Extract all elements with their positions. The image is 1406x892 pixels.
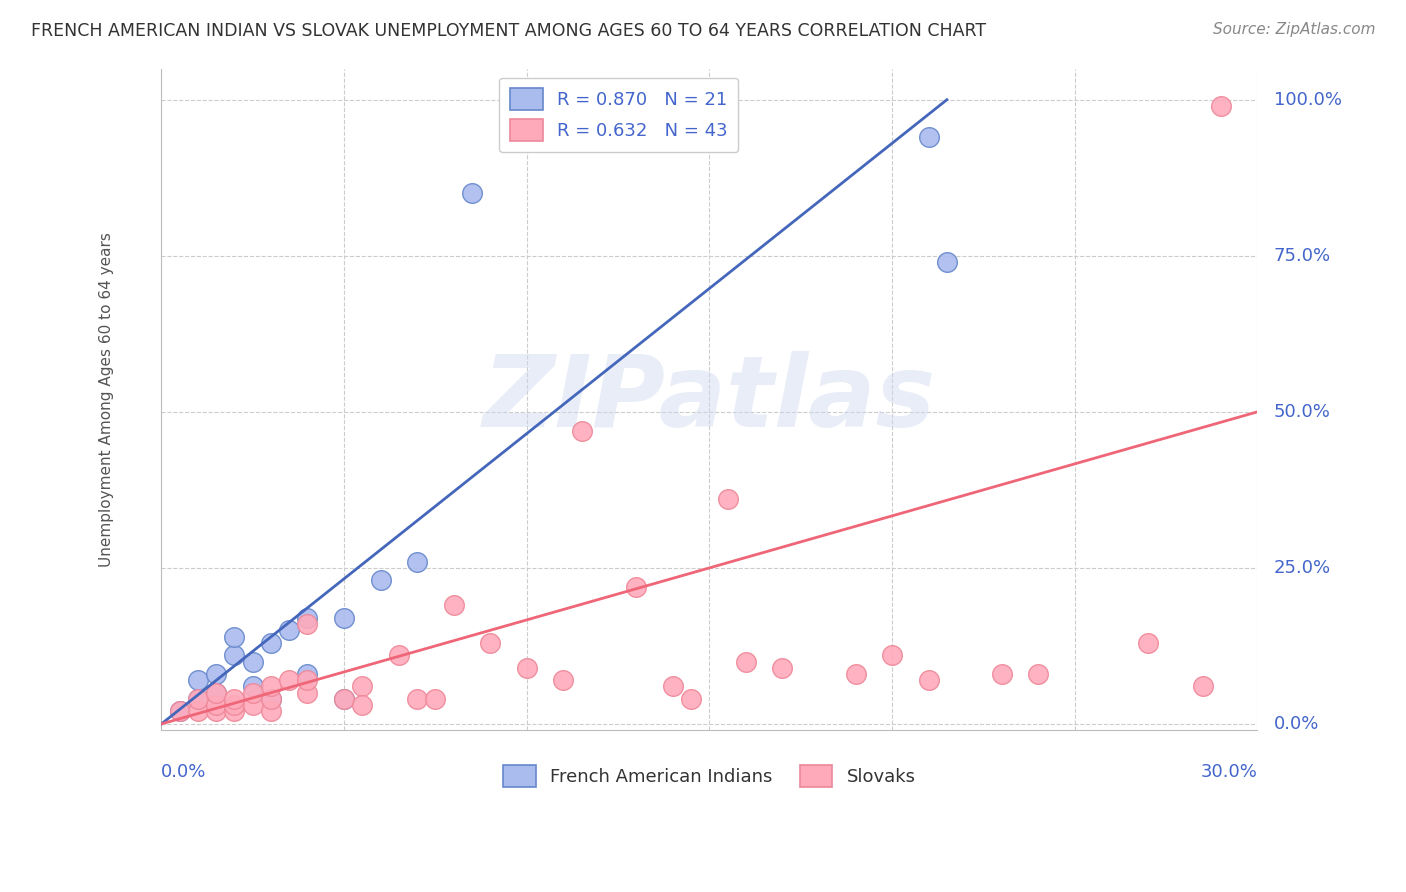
Text: 25.0%: 25.0% <box>1274 559 1331 577</box>
Point <box>479 636 502 650</box>
Point <box>187 692 209 706</box>
Point <box>205 667 228 681</box>
Point <box>224 648 246 663</box>
Point <box>425 692 447 706</box>
Point <box>990 667 1012 681</box>
Point <box>260 692 283 706</box>
Point <box>352 698 374 713</box>
Point <box>297 673 319 688</box>
Text: 100.0%: 100.0% <box>1274 91 1341 109</box>
Point <box>260 680 283 694</box>
Point <box>242 698 264 713</box>
Point <box>224 705 246 719</box>
Point <box>297 617 319 632</box>
Point <box>187 692 209 706</box>
Text: 0.0%: 0.0% <box>162 764 207 781</box>
Point <box>626 580 648 594</box>
Text: 75.0%: 75.0% <box>1274 247 1331 265</box>
Point <box>260 692 283 706</box>
Point <box>333 692 356 706</box>
Point <box>260 636 283 650</box>
Point <box>333 611 356 625</box>
Point <box>205 686 228 700</box>
Point <box>1209 99 1232 113</box>
Point <box>242 686 264 700</box>
Text: ZIPatlas: ZIPatlas <box>482 351 936 448</box>
Point <box>224 630 246 644</box>
Point <box>370 574 392 588</box>
Point <box>553 673 575 688</box>
Point <box>297 686 319 700</box>
Point <box>205 698 228 713</box>
Point <box>406 555 429 569</box>
Point <box>242 655 264 669</box>
Text: 50.0%: 50.0% <box>1274 403 1330 421</box>
Text: Source: ZipAtlas.com: Source: ZipAtlas.com <box>1212 22 1375 37</box>
Point <box>169 705 191 719</box>
Point <box>297 611 319 625</box>
Text: FRENCH AMERICAN INDIAN VS SLOVAK UNEMPLOYMENT AMONG AGES 60 TO 64 YEARS CORRELAT: FRENCH AMERICAN INDIAN VS SLOVAK UNEMPLO… <box>31 22 986 40</box>
Point <box>844 667 866 681</box>
Text: 0.0%: 0.0% <box>1274 715 1319 733</box>
Point <box>461 186 484 201</box>
Text: 30.0%: 30.0% <box>1201 764 1257 781</box>
Point <box>662 680 685 694</box>
Point <box>205 705 228 719</box>
Point <box>224 692 246 706</box>
Point <box>571 424 593 438</box>
Point <box>224 698 246 713</box>
Point <box>443 599 465 613</box>
Point <box>333 692 356 706</box>
Point <box>278 673 301 688</box>
Text: Unemployment Among Ages 60 to 64 years: Unemployment Among Ages 60 to 64 years <box>98 232 114 566</box>
Point <box>1136 636 1159 650</box>
Point <box>187 705 209 719</box>
Point <box>917 130 939 145</box>
Point <box>187 673 209 688</box>
Point <box>1191 680 1213 694</box>
Point <box>917 673 939 688</box>
Point <box>260 705 283 719</box>
Point <box>717 492 740 507</box>
Point <box>516 661 538 675</box>
Point <box>1026 667 1049 681</box>
Point <box>388 648 411 663</box>
Point <box>935 255 957 269</box>
Point <box>735 655 758 669</box>
Point <box>880 648 903 663</box>
Point <box>205 686 228 700</box>
Point <box>169 705 191 719</box>
Point <box>681 692 703 706</box>
Point <box>242 680 264 694</box>
Point <box>297 667 319 681</box>
Point <box>772 661 794 675</box>
Point <box>406 692 429 706</box>
Point <box>278 624 301 638</box>
Legend: French American Indians, Slovaks: French American Indians, Slovaks <box>496 757 922 794</box>
Point <box>352 680 374 694</box>
